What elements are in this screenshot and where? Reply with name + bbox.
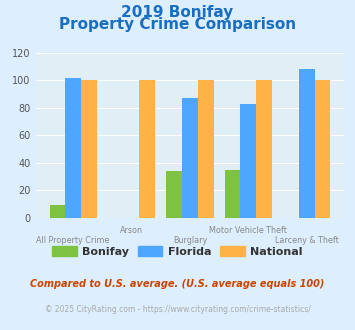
Bar	[240, 104, 256, 218]
Bar	[182, 98, 198, 218]
Legend: Bonifay, Florida, National: Bonifay, Florida, National	[48, 242, 307, 261]
Text: Burglary: Burglary	[173, 236, 207, 245]
Text: Compared to U.S. average. (U.S. average equals 100): Compared to U.S. average. (U.S. average …	[30, 279, 325, 289]
Bar	[198, 80, 214, 218]
Text: Arson: Arson	[120, 226, 143, 235]
Bar	[166, 171, 182, 218]
Bar	[256, 80, 272, 218]
Text: Property Crime Comparison: Property Crime Comparison	[59, 16, 296, 31]
Bar	[225, 170, 240, 218]
Bar	[65, 78, 81, 218]
Text: Larceny & Theft: Larceny & Theft	[275, 236, 339, 245]
Bar	[140, 80, 155, 218]
Text: © 2025 CityRating.com - https://www.cityrating.com/crime-statistics/: © 2025 CityRating.com - https://www.city…	[45, 305, 310, 314]
Bar	[81, 80, 97, 218]
Text: 2019 Bonifay: 2019 Bonifay	[121, 5, 234, 20]
Bar	[315, 80, 330, 218]
Text: Motor Vehicle Theft: Motor Vehicle Theft	[209, 226, 287, 235]
Text: All Property Crime: All Property Crime	[37, 236, 110, 245]
Bar	[50, 205, 65, 218]
Bar	[299, 69, 315, 218]
